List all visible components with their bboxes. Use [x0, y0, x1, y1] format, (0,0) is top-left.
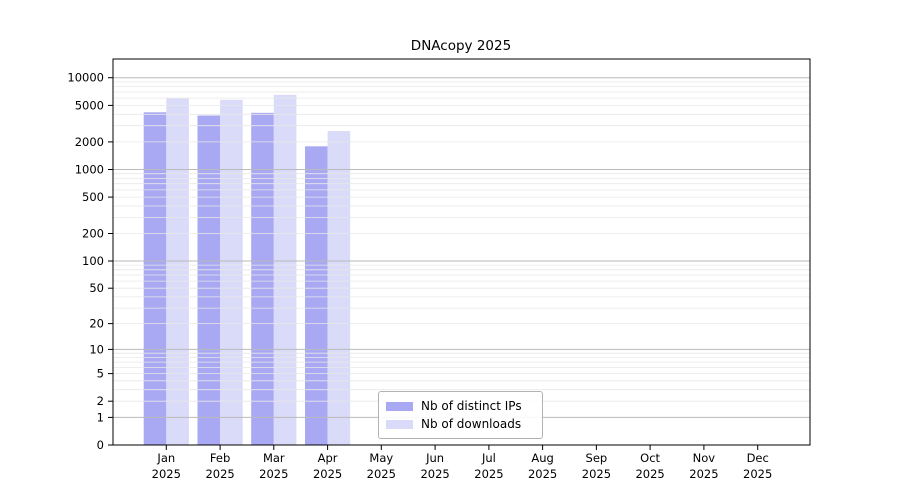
y-tick-label: 100 [82, 254, 104, 268]
legend-swatch-downloads [386, 419, 413, 429]
x-tick-label-month: Oct [640, 451, 660, 465]
x-tick-label-month: Sep [586, 451, 608, 465]
x-tick-label-year: 2025 [474, 467, 503, 481]
legend-label-downloads: Nb of downloads [421, 417, 522, 431]
y-tick-label: 10000 [67, 71, 104, 85]
x-tick-label-year: 2025 [259, 467, 288, 481]
y-tick-label: 2 [97, 394, 104, 408]
legend-item-downloads: Nb of downloads [386, 415, 534, 433]
x-tick-label-year: 2025 [420, 467, 449, 481]
x-tick-label-month: Aug [531, 451, 553, 465]
y-tick-label: 50 [89, 281, 104, 295]
x-tick-label-year: 2025 [152, 467, 181, 481]
legend-item-distinct-ips: Nb of distinct IPs [386, 397, 534, 415]
x-tick-label-year: 2025 [582, 467, 611, 481]
bar-nb-of-downloads-feb [220, 99, 243, 446]
x-tick-label-year: 2025 [367, 467, 396, 481]
labels-layer: 0 1 2 5 10 20 50 100 200 500 1000 2000 5000 10000 Jan 2… [67, 71, 772, 481]
bar-nb-of-downloads-jan [166, 97, 189, 446]
y-tick-label: 0 [97, 438, 104, 452]
y-tick-label: 500 [82, 190, 104, 204]
bar-nb-of-distinct-ips-jan [143, 112, 167, 446]
x-tick-label-year: 2025 [743, 467, 772, 481]
x-tick-label-month: Apr [318, 451, 338, 465]
x-tick-label-month: Jan [156, 451, 175, 465]
x-tick-label-month: Dec [747, 451, 769, 465]
x-tick-label-year: 2025 [689, 467, 718, 481]
y-tick-label: 10 [89, 342, 104, 356]
x-tick-label-month: Mar [263, 451, 285, 465]
x-tick-label-year: 2025 [313, 467, 342, 481]
legend: Nb of distinct IPs Nb of downloads [378, 391, 543, 439]
plot-frame [112, 58, 811, 446]
x-tick-label-month: Nov [693, 451, 716, 465]
x-tick-label-month: May [369, 451, 393, 465]
bar-nb-of-distinct-ips-feb [197, 115, 221, 445]
y-tick-label: 5 [97, 367, 104, 381]
y-tick-label: 200 [82, 227, 104, 241]
y-tick-label: 20 [89, 317, 104, 331]
bar-nb-of-distinct-ips-apr [305, 146, 328, 446]
x-tick-label-year: 2025 [528, 467, 557, 481]
x-tick-label-year: 2025 [635, 467, 664, 481]
legend-label-distinct-ips: Nb of distinct IPs [421, 399, 522, 413]
y-tick-label: 2000 [75, 135, 104, 149]
x-tick-label-month: Feb [210, 451, 230, 465]
chart-title: DNAcopy 2025 [411, 38, 511, 54]
axes-layer [108, 58, 811, 450]
bar-nb-of-distinct-ips-mar [251, 112, 274, 446]
y-tick-label: 1 [97, 410, 104, 424]
y-tick-label: 5000 [75, 98, 104, 112]
y-tick-label: 1000 [75, 163, 104, 177]
x-tick-label-year: 2025 [205, 467, 234, 481]
x-tick-label-month: Jul [481, 451, 496, 465]
legend-swatch-distinct-ips [386, 401, 413, 411]
x-tick-label-month: Jun [425, 451, 444, 465]
